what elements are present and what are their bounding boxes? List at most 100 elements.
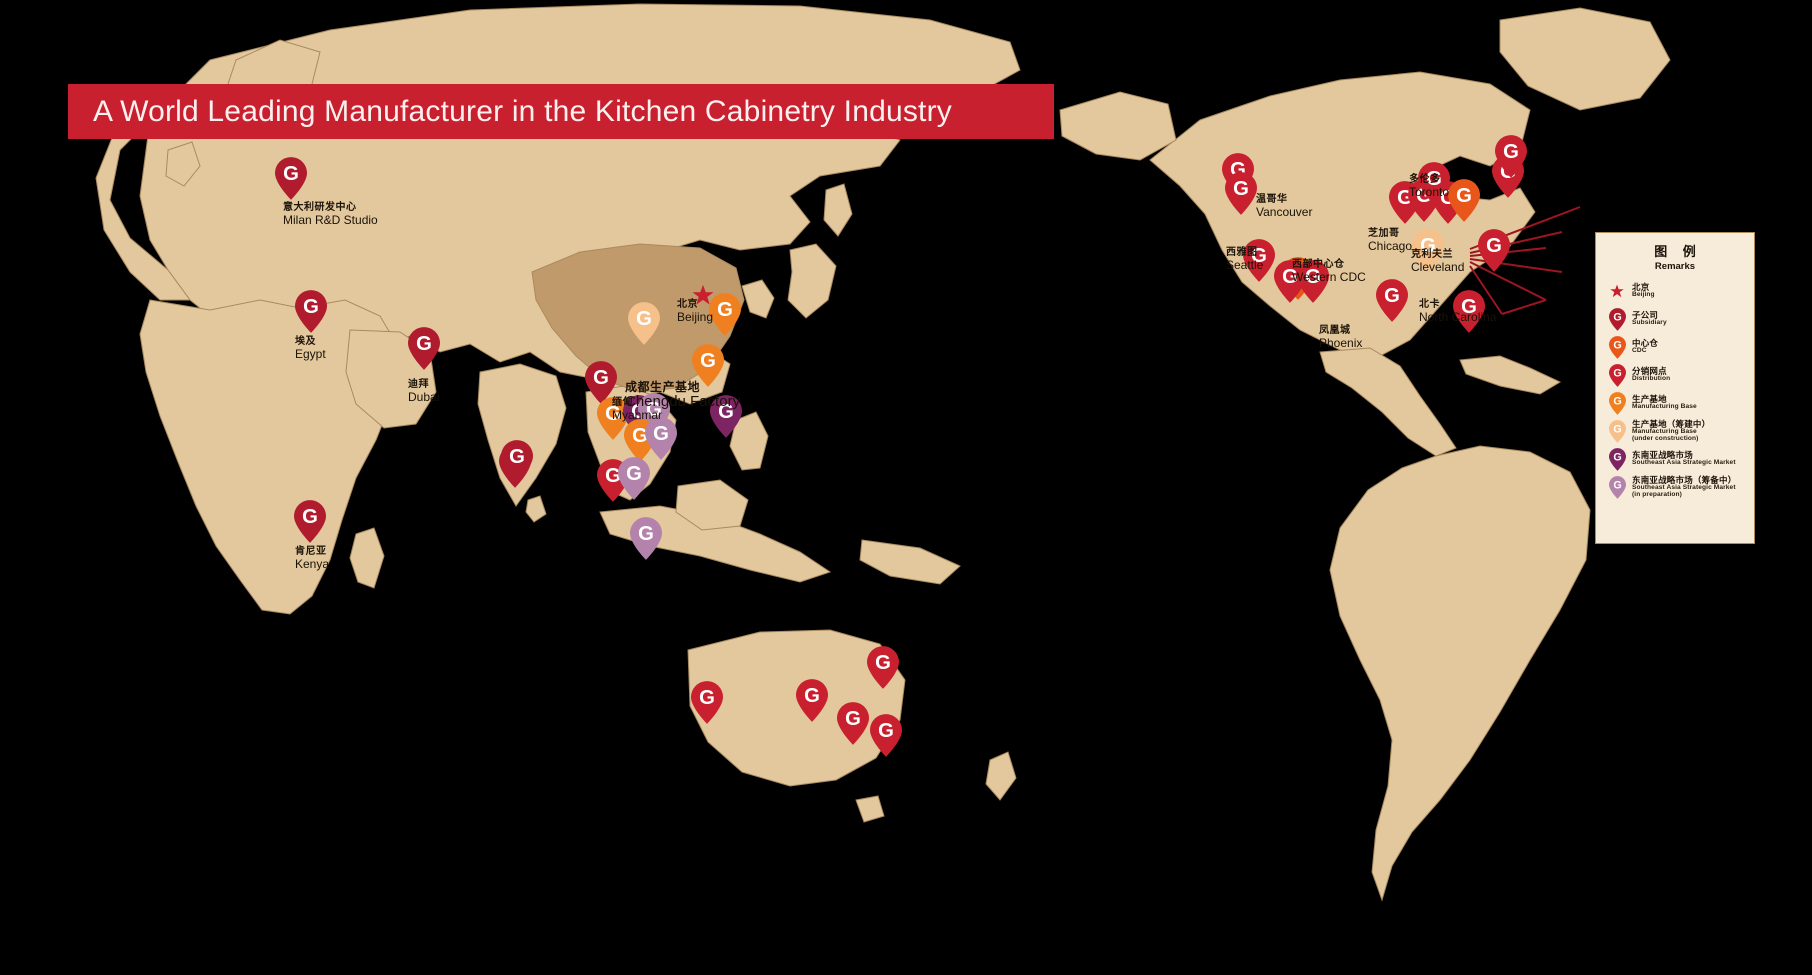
legend-item-0-en: Beijing — [1632, 291, 1655, 299]
british-isles — [165, 141, 201, 187]
legend-title: 图 例 Remarks — [1605, 241, 1745, 272]
north-america — [1149, 71, 1536, 357]
pin-myanmar[interactable]: G — [585, 361, 617, 404]
sri-lanka — [525, 495, 547, 523]
pin-perth[interactable]: G — [691, 681, 723, 724]
legend-item-1[interactable]: G 子公司 Subsidiary — [1605, 306, 1745, 332]
pin-cleveland-b[interactable]: G — [1448, 179, 1480, 222]
legend-item-4-cn: 生产基地 — [1632, 394, 1667, 405]
svg-text:G: G — [653, 423, 669, 445]
australia — [687, 629, 906, 787]
mexico-central-america — [1319, 347, 1457, 457]
legend-item-7-text: 东南亚战略市场（筹备中） Southeast Asia Strategic Mar… — [1629, 476, 1736, 499]
pin-toronto-ne[interactable]: G — [1495, 135, 1527, 178]
pin-malaysia-prep[interactable]: G — [618, 457, 650, 500]
pin-vancouver-2[interactable]: G — [1225, 172, 1257, 215]
legend-item-0[interactable]: 北京 Beijing — [1605, 278, 1745, 304]
pin-east-china-north[interactable]: G — [709, 293, 741, 336]
legend-item-2-text: 中心仓 CDC — [1629, 339, 1658, 355]
greenland — [1499, 7, 1671, 111]
pin-seattle[interactable]: G — [1243, 239, 1275, 282]
legend-list: 北京 Beijing G 子公司 Subsidiary G 中心仓 CDC G 分销网点 Distr… — [1605, 278, 1745, 500]
legend-item-7-cn: 东南亚战略市场（筹备中） — [1632, 474, 1737, 485]
legend-item-4[interactable]: G 生产基地 Manufacturing Base — [1605, 390, 1745, 416]
svg-text:G: G — [1613, 339, 1621, 351]
legend-item-3[interactable]: G 分销网点 Distribution — [1605, 362, 1745, 388]
svg-text:G: G — [1486, 235, 1502, 257]
legend-item-6-en: Southeast Asia Strategic Market — [1632, 459, 1736, 467]
svg-text:G: G — [1503, 141, 1519, 163]
svg-text:G: G — [302, 506, 318, 528]
pin-dubai[interactable]: G — [408, 327, 440, 370]
legend-item-5[interactable]: G 生产基地（筹建中） Manufacturing Base (under const… — [1605, 418, 1745, 444]
pin-cambodia-prep[interactable]: G — [645, 417, 677, 460]
legend-item-5-cn: 生产基地（筹建中） — [1632, 418, 1711, 429]
pin-east-coast-b[interactable]: G — [1478, 229, 1510, 272]
svg-text:G: G — [804, 685, 820, 707]
legend-item-3-en: Distribution — [1632, 375, 1671, 383]
legend-item-1-cn: 子公司 — [1632, 310, 1659, 321]
tasmania — [855, 795, 885, 823]
pin-melbourne[interactable]: G — [837, 702, 869, 745]
pin-manufacturing-icon: G — [1605, 391, 1629, 415]
pin-distribution-icon: G — [1605, 363, 1629, 387]
pin-kenya[interactable]: G — [294, 500, 326, 543]
legend-title-en: Remarks — [1654, 261, 1696, 272]
legend-item-6[interactable]: G 东南亚战略市场 Southeast Asia Strategic Market — [1605, 446, 1745, 472]
svg-text:G: G — [1251, 245, 1267, 267]
svg-text:G: G — [509, 446, 525, 468]
africa — [139, 299, 401, 615]
pin-sea-market-prep-icon: G — [1605, 475, 1629, 499]
pin-thailand-mfg[interactable]: G — [597, 397, 629, 440]
svg-text:G: G — [717, 299, 733, 321]
svg-text:G: G — [416, 333, 432, 355]
legend-item-1-en: Subsidiary — [1632, 319, 1667, 327]
legend-item-3-cn: 分销网点 — [1632, 366, 1667, 377]
pin-indonesia[interactable]: G — [630, 517, 662, 560]
pin-sydney[interactable]: G — [867, 646, 899, 689]
pin-milan[interactable]: G — [275, 157, 307, 200]
page-title: A World Leading Manufacturer in the Kitc… — [93, 94, 952, 128]
svg-text:G: G — [1384, 285, 1400, 307]
svg-text:G: G — [1613, 479, 1621, 491]
svg-text:G: G — [1613, 367, 1621, 379]
legend-item-4-text: 生产基地 Manufacturing Base — [1629, 395, 1697, 411]
caribbean — [1459, 355, 1562, 395]
south-america — [1329, 445, 1591, 902]
pin-egypt[interactable]: G — [295, 290, 327, 333]
svg-text:G: G — [699, 687, 715, 709]
legend-item-5-text: 生产基地（筹建中） Manufacturing Base (under constr… — [1629, 420, 1710, 443]
legend-item-7[interactable]: G 东南亚战略市场（筹备中） Southeast Asia Strategic Ma… — [1605, 474, 1745, 500]
legend-title-cn: 图 例 — [1654, 244, 1702, 259]
svg-text:G: G — [878, 720, 894, 742]
pin-north-carolina[interactable]: G — [1412, 229, 1444, 272]
pin-philippines[interactable]: G — [710, 395, 742, 438]
pin-chengdu[interactable]: G — [628, 302, 660, 345]
svg-text:G: G — [636, 308, 652, 330]
madagascar — [349, 527, 385, 589]
legend-item-0-cn: 北京 — [1632, 282, 1650, 293]
svg-text:G: G — [1613, 423, 1621, 435]
svg-text:G: G — [1461, 296, 1477, 318]
pin-east-china-south[interactable]: G — [692, 344, 724, 387]
pin-brisbane[interactable]: G — [870, 714, 902, 757]
philippines — [729, 411, 769, 471]
legend-item-1-text: 子公司 Subsidiary — [1629, 311, 1667, 327]
pin-india-east[interactable]: G — [501, 440, 533, 483]
new-guinea — [859, 539, 961, 585]
svg-text:G: G — [593, 367, 609, 389]
legend-item-7-en2: (in preparation) — [1632, 490, 1682, 498]
legend-item-4-en: Manufacturing Base — [1632, 403, 1697, 411]
pin-texas[interactable]: G — [1376, 279, 1408, 322]
svg-text:G: G — [632, 425, 648, 447]
legend-item-2[interactable]: G 中心仓 CDC — [1605, 334, 1745, 360]
pin-florida[interactable]: G — [1453, 290, 1485, 333]
sakhalin — [823, 183, 853, 237]
pin-adelaide[interactable]: G — [796, 679, 828, 722]
pin-western-cdc-c[interactable]: G — [1297, 260, 1329, 303]
svg-text:G: G — [646, 399, 662, 421]
svg-text:G: G — [700, 350, 716, 372]
alaska — [1059, 91, 1177, 161]
new-zealand — [985, 751, 1017, 801]
